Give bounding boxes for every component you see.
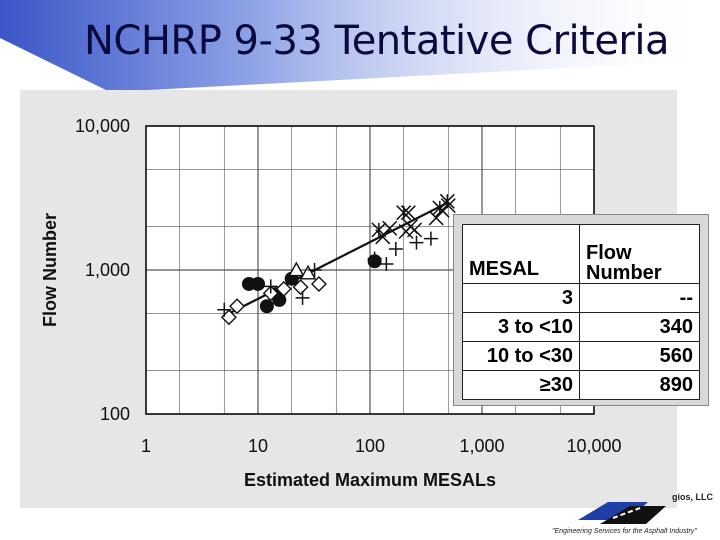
data-point-diamond xyxy=(229,298,246,315)
company-logo xyxy=(578,502,666,524)
data-point-diamond xyxy=(310,275,327,292)
x-axis-label: Estimated Maximum MESALs xyxy=(244,470,496,490)
x-tick-label: 1,000 xyxy=(459,436,504,456)
grid-layer xyxy=(145,125,595,415)
data-point-plus xyxy=(217,302,232,317)
data-point-plus xyxy=(423,231,438,246)
trend-layer xyxy=(223,202,447,317)
data-point-x xyxy=(407,222,423,238)
slide-title: NCHRP 9-33 Tentative Criteria xyxy=(84,18,670,64)
criteria-table: MESAL Flow Number 3 -- 3 to <10 340 10 t… xyxy=(462,224,700,400)
data-point-circle xyxy=(259,299,274,314)
data-point-asterisk xyxy=(396,205,412,221)
criteria-table-row: 10 to <30 560 xyxy=(462,341,700,371)
y-axis-label: Flow Number xyxy=(40,213,60,327)
criteria-cell-flow-number: -- xyxy=(579,283,700,313)
data-point-plus xyxy=(307,263,322,277)
x-tick-label: 1 xyxy=(141,436,151,456)
company-name: gios, LLC xyxy=(672,492,713,502)
x-tick-label: 10,000 xyxy=(566,436,621,456)
title-banner-swoosh xyxy=(0,0,720,92)
criteria-table-row: 3 to <10 340 xyxy=(462,312,700,342)
data-point-x xyxy=(440,198,456,214)
criteria-cell-flow-number: 340 xyxy=(579,312,700,342)
data-point-plus xyxy=(409,235,424,250)
criteria-table-header-row: MESAL Flow Number xyxy=(462,224,700,284)
criteria-cell-mesal: ≥30 xyxy=(462,370,580,400)
data-point-plus xyxy=(367,251,382,266)
y-tick-label: 10,000 xyxy=(75,116,130,136)
y-tick-label: 100 xyxy=(100,404,130,424)
x-tick-label: 100 xyxy=(355,436,385,456)
marker-layer xyxy=(217,193,456,326)
data-point-x xyxy=(428,210,444,226)
data-point-plus xyxy=(388,241,403,256)
criteria-cell-mesal: 3 to <10 xyxy=(462,312,580,342)
x-tick-label: 10 xyxy=(248,436,268,456)
tick-label-layer: 1 10 100 1,000 10,000 100 1,000 10,000 xyxy=(75,116,622,456)
data-point-asterisk xyxy=(439,193,455,209)
data-point-plus xyxy=(379,257,394,272)
criteria-cell-flow-number: 560 xyxy=(579,341,700,371)
y-tick-label: 1,000 xyxy=(85,260,130,280)
criteria-cell-mesal: 3 xyxy=(462,283,580,313)
data-point-triangle xyxy=(288,261,305,277)
criteria-cell-flow-number: 890 xyxy=(579,370,700,400)
data-point-plus xyxy=(263,279,278,294)
company-tagline: "Engineering Services for the Asphalt In… xyxy=(552,528,697,535)
data-point-triangle xyxy=(299,264,317,280)
criteria-cell-mesal: 10 to <30 xyxy=(462,341,580,371)
data-point-circle xyxy=(251,276,265,291)
data-point-diamond xyxy=(292,279,309,296)
criteria-header-mesal: MESAL xyxy=(462,224,580,284)
data-point-circle xyxy=(272,292,287,307)
trendline xyxy=(223,202,447,317)
criteria-table-row: 3 -- xyxy=(462,283,700,313)
data-point-asterisk xyxy=(371,222,387,238)
data-point-plus xyxy=(295,290,310,305)
data-point-x xyxy=(375,229,391,245)
criteria-table-row: ≥30 890 xyxy=(462,370,700,400)
criteria-header-flow-number: Flow Number xyxy=(579,224,700,284)
data-point-diamond xyxy=(275,280,292,297)
